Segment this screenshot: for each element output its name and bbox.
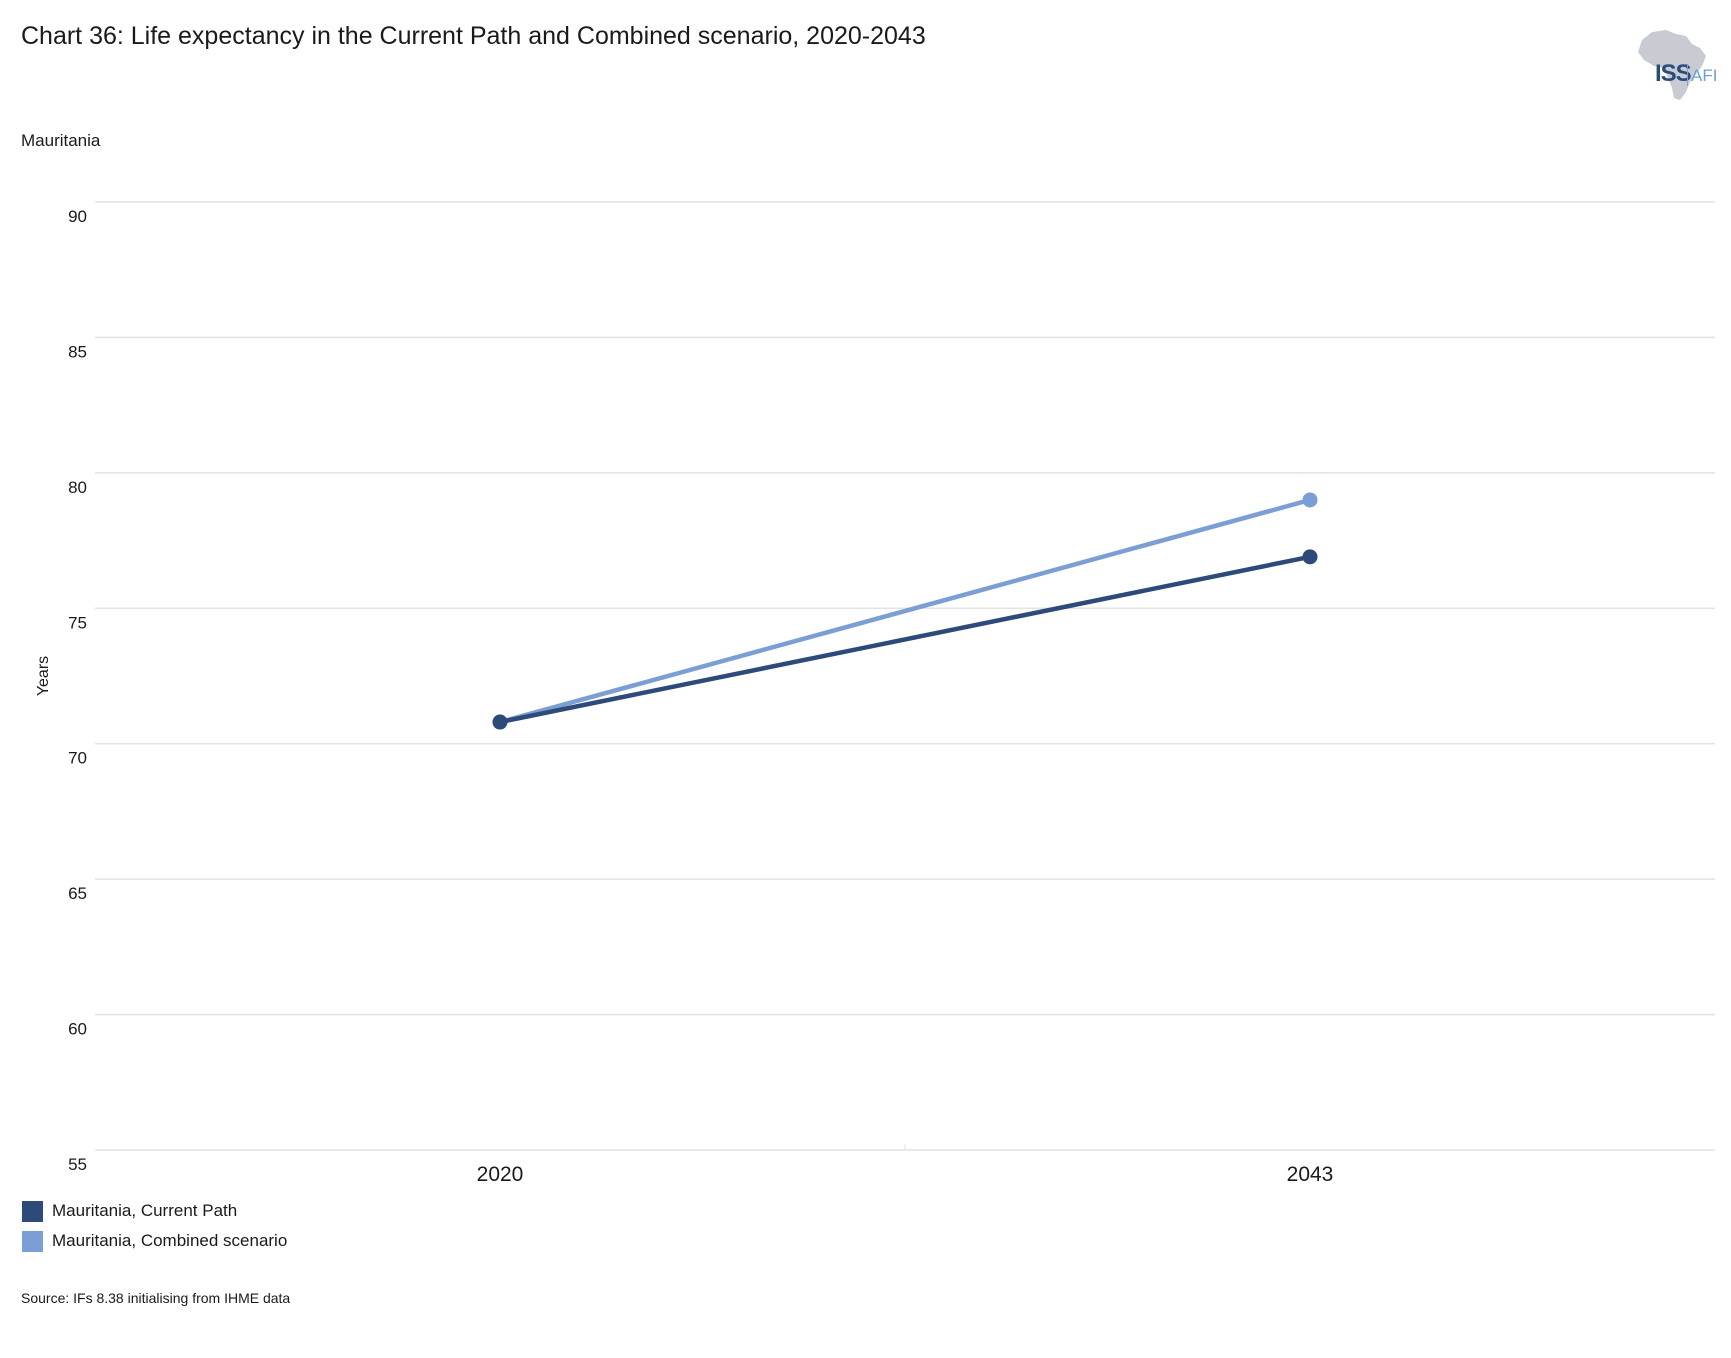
source-note: Source: IFs 8.38 initialising from IHME … xyxy=(21,1290,291,1306)
legend-label-current-path: Mauritania, Current Path xyxy=(52,1201,238,1220)
y-tick-label-80: 80 xyxy=(68,478,87,497)
data-point-current-path-2043 xyxy=(1302,549,1318,565)
y-tick-label-65: 65 xyxy=(68,884,87,903)
y-tick-label-90: 90 xyxy=(68,207,87,226)
series-line-current-path xyxy=(497,554,1313,725)
y-tick-label-75: 75 xyxy=(68,613,87,632)
legend-item-current-path: Mauritania, Current Path xyxy=(22,1196,287,1226)
chart-title: Chart 36: Life expectancy in the Current… xyxy=(21,22,926,50)
y-axis-label: Years xyxy=(35,656,52,696)
y-tick-label-60: 60 xyxy=(68,1020,87,1039)
legend-swatch-current-path xyxy=(22,1200,43,1222)
chart-legend: Mauritania, Current Path Mauritania, Com… xyxy=(22,1196,287,1256)
y-tick-label-85: 85 xyxy=(68,342,87,361)
data-point-current-path-2020 xyxy=(492,714,508,730)
logo-text-afi: AFI xyxy=(1691,66,1718,85)
logo-text-iss: ISS xyxy=(1655,60,1692,87)
x-tick-label-2020: 2020 xyxy=(477,1163,524,1186)
series-line-combined xyxy=(497,497,1313,725)
x-tick-label-2043: 2043 xyxy=(1287,1163,1334,1186)
legend-label-combined: Mauritania, Combined scenario xyxy=(52,1231,288,1250)
legend-swatch-combined xyxy=(22,1230,43,1252)
legend-item-combined: Mauritania, Combined scenario xyxy=(22,1226,287,1256)
y-tick-label-55: 55 xyxy=(68,1155,87,1174)
africa-map-icon xyxy=(1638,30,1706,100)
data-point-combined-2043 xyxy=(1302,492,1318,508)
chart-subtitle: Mauritania xyxy=(21,131,101,150)
logo-divider xyxy=(1687,64,1688,86)
y-tick-label-70: 70 xyxy=(68,749,87,768)
